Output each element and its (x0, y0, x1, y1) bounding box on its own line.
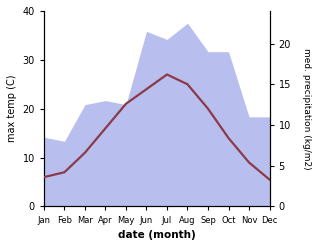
X-axis label: date (month): date (month) (118, 230, 196, 240)
Y-axis label: max temp (C): max temp (C) (7, 75, 17, 143)
Y-axis label: med. precipitation (kg/m2): med. precipitation (kg/m2) (302, 48, 311, 169)
